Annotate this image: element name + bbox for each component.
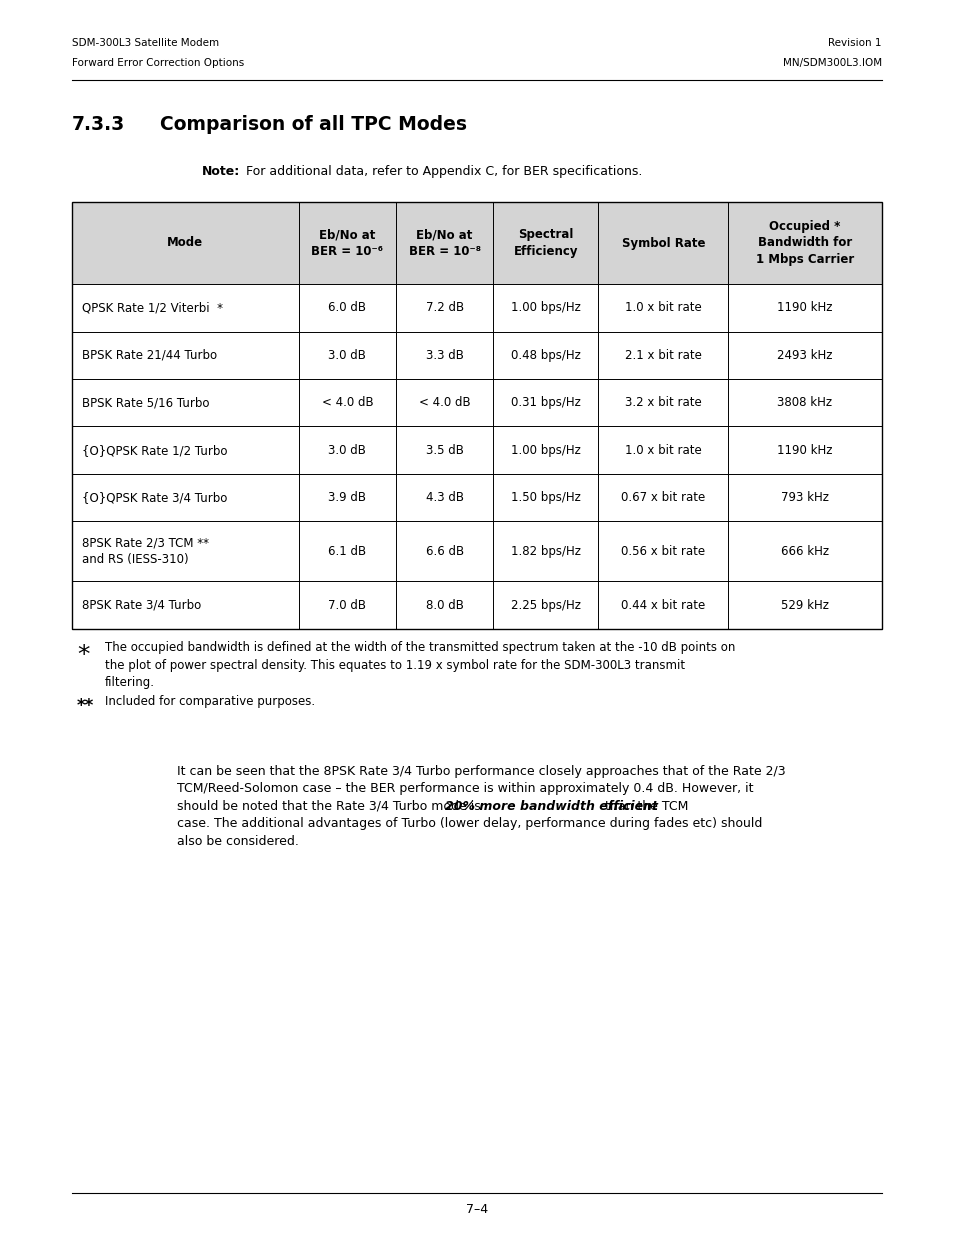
Text: 0.31 bps/Hz: 0.31 bps/Hz: [511, 396, 580, 409]
Text: 1.0 x bit rate: 1.0 x bit rate: [624, 301, 701, 314]
Text: 1190 kHz: 1190 kHz: [777, 301, 832, 314]
Text: The occupied bandwidth is defined at the width of the transmitted spectrum taken: The occupied bandwidth is defined at the…: [105, 641, 735, 689]
Text: < 4.0 dB: < 4.0 dB: [321, 396, 373, 409]
Text: TCM/Reed-Solomon case – the BER performance is within approximately 0.4 dB. Howe: TCM/Reed-Solomon case – the BER performa…: [177, 783, 753, 795]
Text: case. The additional advantages of Turbo (lower delay, performance during fades : case. The additional advantages of Turbo…: [177, 818, 761, 830]
Text: 0.67 x bit rate: 0.67 x bit rate: [620, 492, 704, 504]
Text: SDM-300L3 Satellite Modem: SDM-300L3 Satellite Modem: [71, 38, 219, 48]
Text: 3808 kHz: 3808 kHz: [777, 396, 832, 409]
Text: 1.00 bps/Hz: 1.00 bps/Hz: [511, 301, 580, 314]
Text: 529 kHz: 529 kHz: [781, 599, 828, 611]
Text: MN/SDM300L3.IOM: MN/SDM300L3.IOM: [782, 58, 882, 68]
Text: Forward Error Correction Options: Forward Error Correction Options: [71, 58, 244, 68]
Text: 2493 kHz: 2493 kHz: [777, 348, 832, 362]
Bar: [71, 203, 882, 284]
Text: 1.50 bps/Hz: 1.50 bps/Hz: [511, 492, 580, 504]
Text: Occupied *
Bandwidth for
1 Mbps Carrier: Occupied * Bandwidth for 1 Mbps Carrier: [755, 220, 853, 266]
Text: 0.56 x bit rate: 0.56 x bit rate: [620, 545, 704, 558]
Text: Symbol Rate: Symbol Rate: [621, 236, 704, 249]
Text: Eb/No at
BER = 10⁻⁶: Eb/No at BER = 10⁻⁶: [311, 228, 383, 258]
Text: 2.25 bps/Hz: 2.25 bps/Hz: [510, 599, 580, 611]
Text: 3.2 x bit rate: 3.2 x bit rate: [624, 396, 701, 409]
Text: 8PSK Rate 3/4 Turbo: 8PSK Rate 3/4 Turbo: [82, 599, 201, 611]
Text: Revision 1: Revision 1: [827, 38, 882, 48]
Text: Note:: Note:: [202, 165, 240, 178]
Text: **: **: [77, 697, 94, 715]
Text: 8PSK Rate 2/3 TCM **
and RS (IESS-310): 8PSK Rate 2/3 TCM ** and RS (IESS-310): [82, 537, 209, 567]
Text: 7–4: 7–4: [465, 1203, 488, 1216]
Text: < 4.0 dB: < 4.0 dB: [418, 396, 470, 409]
Text: {O}QPSK Rate 1/2 Turbo: {O}QPSK Rate 1/2 Turbo: [82, 443, 227, 457]
Text: 7.2 dB: 7.2 dB: [425, 301, 463, 314]
Text: than the TCM: than the TCM: [600, 800, 688, 813]
Text: Eb/No at
BER = 10⁻⁸: Eb/No at BER = 10⁻⁸: [408, 228, 480, 258]
Text: 8.0 dB: 8.0 dB: [425, 599, 463, 611]
Text: 20% more bandwidth efficient: 20% more bandwidth efficient: [444, 800, 658, 813]
Text: 1.0 x bit rate: 1.0 x bit rate: [624, 443, 701, 457]
Text: 1.82 bps/Hz: 1.82 bps/Hz: [510, 545, 580, 558]
Text: 1.00 bps/Hz: 1.00 bps/Hz: [511, 443, 580, 457]
Text: 4.3 dB: 4.3 dB: [425, 492, 463, 504]
Text: Spectral
Efficiency: Spectral Efficiency: [513, 228, 578, 258]
Text: 1190 kHz: 1190 kHz: [777, 443, 832, 457]
Text: Mode: Mode: [167, 236, 203, 249]
Text: should be noted that the Rate 3/4 Turbo mode is: should be noted that the Rate 3/4 Turbo …: [177, 800, 484, 813]
Text: QPSK Rate 1/2 Viterbi  *: QPSK Rate 1/2 Viterbi *: [82, 301, 223, 314]
Text: 6.0 dB: 6.0 dB: [328, 301, 366, 314]
Text: 2.1 x bit rate: 2.1 x bit rate: [624, 348, 701, 362]
Text: 7.3.3: 7.3.3: [71, 115, 125, 135]
Text: *: *: [77, 643, 90, 667]
Text: It can be seen that the 8PSK Rate 3/4 Turbo performance closely approaches that : It can be seen that the 8PSK Rate 3/4 Tu…: [177, 764, 785, 778]
Text: {O}QPSK Rate 3/4 Turbo: {O}QPSK Rate 3/4 Turbo: [82, 492, 227, 504]
Text: 3.0 dB: 3.0 dB: [328, 443, 366, 457]
Text: 7.0 dB: 7.0 dB: [328, 599, 366, 611]
Text: 666 kHz: 666 kHz: [781, 545, 828, 558]
Text: 0.44 x bit rate: 0.44 x bit rate: [620, 599, 704, 611]
Text: BPSK Rate 5/16 Turbo: BPSK Rate 5/16 Turbo: [82, 396, 210, 409]
Text: 6.1 dB: 6.1 dB: [328, 545, 366, 558]
Text: also be considered.: also be considered.: [177, 835, 298, 848]
Text: 3.9 dB: 3.9 dB: [328, 492, 366, 504]
Text: 3.3 dB: 3.3 dB: [425, 348, 463, 362]
Text: For additional data, refer to Appendix C, for BER specifications.: For additional data, refer to Appendix C…: [242, 165, 641, 178]
Text: 6.6 dB: 6.6 dB: [425, 545, 463, 558]
Bar: [71, 203, 882, 629]
Text: 3.5 dB: 3.5 dB: [425, 443, 463, 457]
Text: Included for comparative purposes.: Included for comparative purposes.: [105, 695, 314, 708]
Text: BPSK Rate 21/44 Turbo: BPSK Rate 21/44 Turbo: [82, 348, 217, 362]
Text: 3.0 dB: 3.0 dB: [328, 348, 366, 362]
Text: 793 kHz: 793 kHz: [781, 492, 828, 504]
Text: 0.48 bps/Hz: 0.48 bps/Hz: [511, 348, 580, 362]
Text: Comparison of all TPC Modes: Comparison of all TPC Modes: [160, 115, 467, 135]
